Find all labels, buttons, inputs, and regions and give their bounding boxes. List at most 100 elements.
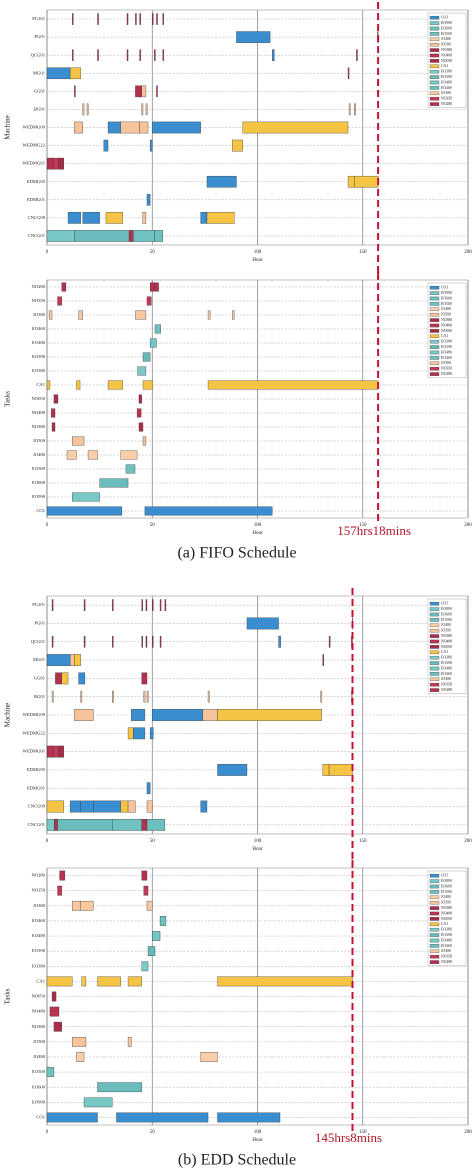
task-bar: [126, 13, 129, 25]
legend-label: EO990: [441, 21, 452, 25]
legend-label: EO460: [441, 356, 452, 360]
task-bar: [137, 366, 147, 376]
task-bar: [53, 745, 59, 758]
legend-swatch: [429, 64, 440, 69]
task-bar: [83, 635, 86, 648]
task-bar: [57, 296, 62, 306]
task-bar: [138, 422, 144, 432]
legend-label: CA1: [441, 334, 448, 338]
row-label: NO350: [31, 888, 45, 893]
task-bar: [354, 175, 379, 188]
legend-swatch: [429, 634, 440, 638]
legend-label: EO600: [441, 612, 452, 616]
legend-swatch: [429, 323, 440, 328]
x-tick-label: 200: [464, 523, 472, 528]
legend-label: JO480: [441, 37, 451, 41]
legend-swatch: [429, 879, 440, 883]
row-label: GG01: [34, 675, 46, 680]
task-bar: [347, 67, 350, 80]
row-label: CA1: [36, 978, 45, 983]
task-bar: [51, 635, 54, 648]
legend-swatch: [429, 318, 440, 322]
row-label: CO1: [36, 1115, 45, 1120]
legend-swatch: [429, 86, 440, 90]
legend-label: EO990: [441, 607, 452, 611]
legend-swatch: [429, 302, 440, 306]
task-bar: [51, 408, 56, 418]
task-bar: [128, 230, 134, 242]
legend-label: EO500: [441, 32, 452, 36]
legend-swatch: [429, 366, 440, 371]
task-bar: [46, 230, 75, 242]
legend-swatch: [429, 350, 440, 355]
x-tick-label: 50: [150, 523, 156, 528]
legend-swatch: [429, 960, 440, 964]
task-bar: [328, 635, 331, 648]
legend-swatch: [429, 666, 440, 671]
task-bar: [145, 103, 148, 116]
task-bar: [46, 157, 54, 170]
legend-label: EO380: [441, 340, 452, 344]
legend-label: EO390: [441, 345, 452, 349]
task-bar: [135, 13, 137, 25]
x-tick-label: 0: [46, 523, 49, 528]
task-bar: [242, 121, 349, 134]
legend-swatch: [429, 285, 440, 290]
x-tick-label: 200: [464, 839, 472, 844]
row-label: NO380: [31, 424, 45, 429]
row-label: MG01: [33, 657, 46, 662]
row-label: EO460: [32, 918, 46, 923]
legend-swatch: [429, 356, 440, 360]
row-label: EO390: [32, 354, 46, 359]
x-tick-label: 100: [254, 839, 262, 844]
legend-label: NO480: [441, 53, 452, 57]
legend-label: CO1: [441, 602, 448, 606]
row-label: CO1: [36, 508, 45, 513]
task-bar: [51, 599, 54, 612]
row-label: EO500: [32, 1069, 46, 1074]
task-bar: [149, 139, 153, 152]
row-label: JO500: [33, 1039, 46, 1044]
task-bar: [152, 709, 203, 721]
row-label: NO480: [31, 1009, 45, 1014]
task-bar: [105, 212, 123, 224]
task-bar: [51, 690, 54, 703]
task-bar: [146, 800, 153, 813]
x-tick-label: 50: [150, 250, 156, 255]
task-bar: [145, 635, 148, 648]
task-bar: [46, 976, 73, 987]
legend-swatch: [429, 618, 440, 622]
task-bar: [236, 31, 271, 43]
task-bar: [141, 818, 148, 831]
task-bar: [51, 422, 56, 432]
legend-swatch: [429, 682, 440, 687]
legend-label: EO460: [441, 86, 452, 90]
task-bar: [162, 13, 165, 25]
task-bar: [112, 690, 114, 703]
legend-label: EO990: [441, 879, 452, 883]
legend-swatch: [429, 922, 440, 927]
legend-swatch: [429, 900, 440, 905]
legend-label: EO600: [441, 26, 452, 30]
task-bar: [136, 408, 142, 418]
legend-swatch: [429, 677, 440, 682]
task-bar: [139, 121, 149, 134]
row-label: MG01: [33, 70, 46, 75]
legend-swatch: [429, 91, 440, 96]
task-bar: [159, 916, 167, 926]
legend-label: NO050: [441, 645, 452, 649]
task-bar: [202, 709, 218, 721]
legend-label: CA1: [441, 650, 448, 654]
task-bar: [57, 885, 62, 896]
task-bar: [217, 764, 248, 776]
legend-label: EO480: [441, 350, 452, 354]
task-bar: [55, 672, 62, 685]
task-bar: [53, 394, 59, 404]
legend-label: JO500: [441, 313, 451, 317]
makespan-label: 157hrs18mins: [337, 523, 411, 538]
x-tick-label: 0: [46, 250, 49, 255]
y-axis-title: Machine: [4, 703, 12, 728]
task-bar: [78, 310, 83, 320]
x-tick-label: 100: [254, 523, 262, 528]
